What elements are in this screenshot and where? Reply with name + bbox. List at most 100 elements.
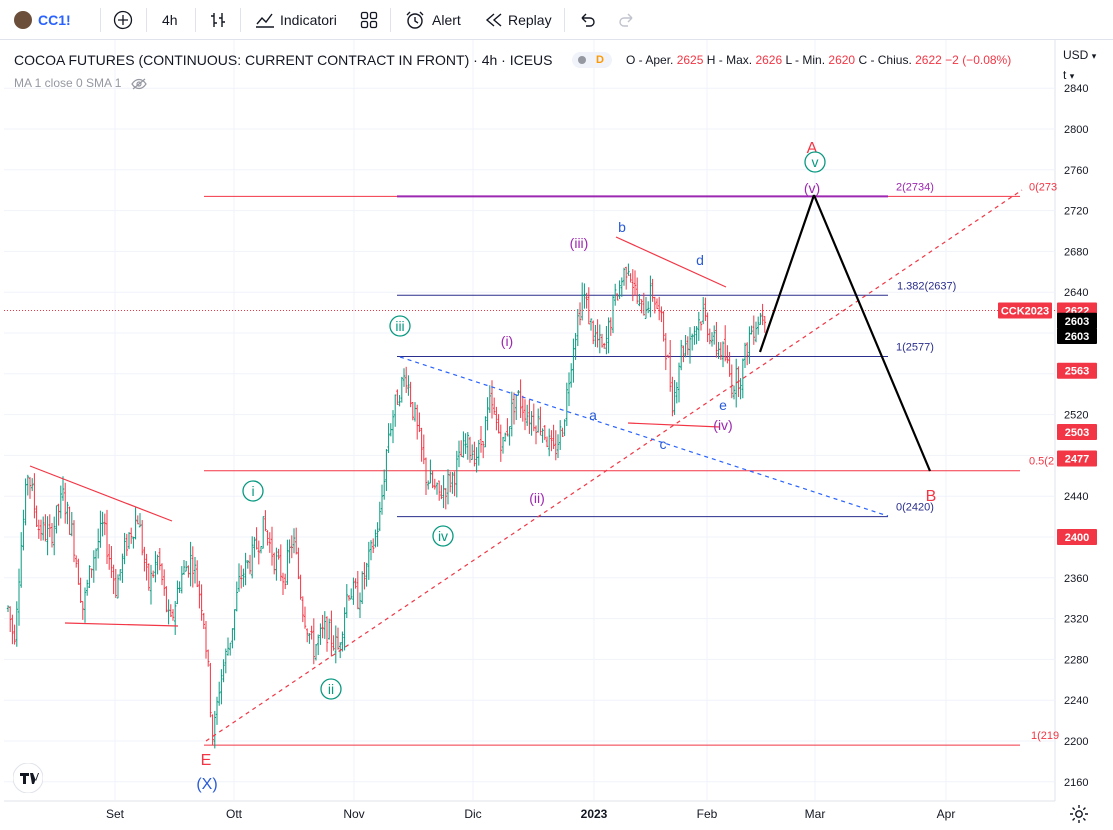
replay-label: Replay — [508, 12, 552, 28]
wave-label: A — [807, 140, 818, 157]
undo-icon — [581, 13, 595, 27]
wave-label: i — [251, 483, 254, 499]
x-tick-label: Dic — [464, 807, 481, 821]
wave-label: d — [696, 252, 704, 268]
indicators-button[interactable]: Indicatori — [254, 0, 337, 40]
wave-label: a — [589, 407, 597, 423]
alert-button[interactable]: Alert — [404, 0, 461, 40]
x-tick-label: 2023 — [581, 807, 608, 821]
y-tick-label: 2680 — [1064, 246, 1088, 258]
wave-circle — [320, 678, 342, 700]
close-value: 2622 — [915, 53, 942, 67]
wave-label: e — [719, 397, 727, 413]
templates-button[interactable] — [359, 0, 379, 40]
price-label-box — [1057, 450, 1097, 467]
toolbar-divider — [240, 8, 241, 32]
y-tick-label: 2240 — [1064, 695, 1088, 707]
wave-label: (i) — [501, 333, 513, 349]
high-value: 2626 — [755, 53, 783, 67]
wave-label: (X) — [196, 776, 217, 793]
indicator-legend[interactable]: MA 1 close 0 SMA 1 — [14, 76, 147, 90]
wave-circle — [389, 315, 411, 337]
fib-level-label: 1(2577) — [896, 341, 934, 353]
trendline — [615, 236, 727, 288]
undo-button[interactable] — [578, 0, 598, 40]
interval-button[interactable]: 4h — [162, 0, 178, 40]
price-label-box — [998, 302, 1052, 319]
y-tick-label: 2640 — [1064, 287, 1088, 299]
trendline — [627, 422, 721, 428]
tradingview-logo-icon[interactable] — [13, 763, 43, 793]
replay-icon — [485, 13, 502, 27]
price-label-box — [1057, 423, 1097, 440]
y-tick-label: 2160 — [1064, 777, 1088, 789]
price-label-box — [1057, 529, 1097, 545]
y-tick-label: 2840 — [1064, 83, 1088, 95]
x-tick-label: Mar — [805, 807, 826, 821]
wave-label: B — [926, 488, 937, 505]
drawings — [29, 189, 1023, 742]
chevron-down-icon: ▾ — [1069, 71, 1075, 81]
delay-badge: D — [596, 54, 604, 66]
replay-button[interactable]: Replay — [484, 0, 552, 40]
bars-style-button[interactable] — [208, 0, 228, 40]
price-label-box — [1057, 328, 1097, 345]
eye-off-icon[interactable] — [131, 78, 147, 90]
redo-button[interactable] — [616, 0, 636, 40]
x-tick-label: Set — [106, 807, 125, 821]
price-label: 2603 — [1065, 316, 1089, 328]
fib-level-label: 0(273 — [1029, 181, 1057, 193]
wave-label: (ii) — [529, 490, 545, 506]
compare-button[interactable] — [113, 0, 133, 40]
currency-label: USD — [1063, 48, 1089, 62]
toolbar-divider — [564, 8, 565, 32]
y-tick-label: 2800 — [1064, 124, 1088, 136]
gear-icon[interactable] — [1068, 803, 1090, 825]
symbol-label: CC1! — [38, 12, 71, 28]
currency-selector[interactable]: USD ▾ — [1063, 48, 1096, 62]
interval-label: 4h — [162, 12, 178, 28]
x-tick-label: Ott — [226, 807, 243, 821]
price-axis: 2160220022402280232023602400244024802520… — [1064, 83, 1088, 789]
triangle-trendline-dashed — [399, 356, 889, 517]
y-tick-label: 2760 — [1064, 165, 1088, 177]
indicators-icon — [256, 13, 274, 28]
y-tick-label: 2520 — [1064, 410, 1088, 422]
wave-label: c — [660, 436, 667, 452]
price-label: 2503 — [1065, 427, 1089, 439]
chart-title: COCOA FUTURES (CONTINUOUS: CURRENT CONTR… — [14, 52, 553, 68]
indicator-label: MA 1 close 0 SMA 1 — [14, 76, 122, 90]
symbol-selector[interactable]: CC1! — [14, 0, 71, 40]
projection-line — [758, 194, 816, 353]
fib-level-label: 1(219 — [1031, 730, 1059, 742]
x-tick-label: Apr — [937, 807, 956, 821]
status-badge[interactable]: D — [572, 52, 612, 68]
y-tick-label: 2360 — [1064, 573, 1088, 585]
top-toolbar: CC1! 4h Indicatori Alert Replay — [0, 0, 1113, 40]
bars-style-icon — [211, 13, 225, 27]
y-tick-label: 2280 — [1064, 654, 1088, 666]
trendline — [29, 465, 173, 522]
unit-selector[interactable]: t ▾ — [1063, 68, 1074, 82]
wave-circle — [432, 525, 454, 547]
low-value: 2620 — [828, 53, 856, 67]
open-value: 2625 — [676, 53, 704, 67]
toolbar-divider — [195, 8, 196, 32]
price-label-box — [1057, 312, 1097, 329]
wave-label: (iv) — [713, 417, 732, 433]
price-label: 2563 — [1065, 366, 1089, 378]
wave-label: iv — [438, 528, 448, 544]
close-label: C - Chius. — [858, 53, 912, 67]
wave-label: E — [201, 752, 212, 769]
x-tick-label: Nov — [343, 807, 364, 821]
wave-circle — [242, 480, 264, 502]
price-label: CCK2023 — [1001, 306, 1049, 318]
cocoa-logo-icon — [14, 11, 32, 29]
low-label: L - Min. — [785, 53, 826, 67]
toolbar-divider — [100, 8, 101, 32]
wave-label: (iii) — [570, 235, 589, 251]
wave-circle — [804, 151, 826, 173]
wave-label: ii — [328, 681, 334, 697]
